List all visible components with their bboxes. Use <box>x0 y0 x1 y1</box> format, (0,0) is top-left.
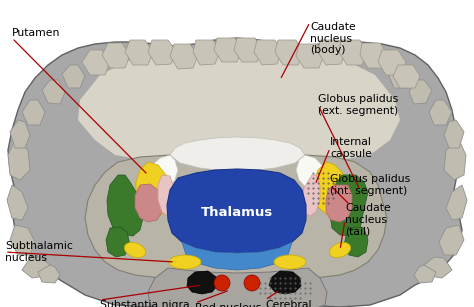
Polygon shape <box>187 271 218 294</box>
Polygon shape <box>414 265 436 283</box>
Text: Red nucleus: Red nucleus <box>195 303 261 307</box>
Text: Globus palidus
(ext. segment): Globus palidus (ext. segment) <box>318 94 398 116</box>
Polygon shape <box>82 50 110 75</box>
Polygon shape <box>378 50 406 75</box>
Polygon shape <box>170 44 198 69</box>
Polygon shape <box>170 137 305 171</box>
Polygon shape <box>107 175 143 236</box>
Polygon shape <box>148 155 178 190</box>
Polygon shape <box>444 140 466 180</box>
Polygon shape <box>330 175 368 236</box>
Polygon shape <box>389 65 412 88</box>
Polygon shape <box>135 184 162 222</box>
Polygon shape <box>314 162 348 216</box>
Polygon shape <box>85 152 387 283</box>
Polygon shape <box>269 271 301 294</box>
Polygon shape <box>148 40 176 65</box>
Polygon shape <box>193 40 220 65</box>
Polygon shape <box>22 100 45 125</box>
Polygon shape <box>302 175 320 216</box>
Polygon shape <box>167 169 306 253</box>
Polygon shape <box>429 100 452 125</box>
Text: Internal
capsule: Internal capsule <box>330 137 372 159</box>
Polygon shape <box>22 257 50 278</box>
Polygon shape <box>326 185 352 222</box>
Polygon shape <box>136 162 170 216</box>
Polygon shape <box>148 268 327 307</box>
Polygon shape <box>275 40 303 65</box>
Polygon shape <box>296 44 324 68</box>
Polygon shape <box>125 40 153 65</box>
Polygon shape <box>446 185 467 220</box>
Polygon shape <box>10 120 30 148</box>
Polygon shape <box>360 43 388 68</box>
Text: Subthalamic
nucleus: Subthalamic nucleus <box>5 241 73 263</box>
Polygon shape <box>78 52 400 160</box>
Polygon shape <box>234 38 262 62</box>
Text: Caudate
nucleus
(tail): Caudate nucleus (tail) <box>345 204 391 237</box>
Polygon shape <box>318 40 346 65</box>
Polygon shape <box>42 80 65 104</box>
Ellipse shape <box>274 255 306 269</box>
Polygon shape <box>182 242 292 270</box>
Polygon shape <box>8 38 462 307</box>
Polygon shape <box>444 120 464 148</box>
Polygon shape <box>393 65 420 88</box>
Polygon shape <box>38 265 60 283</box>
Polygon shape <box>158 175 176 216</box>
Ellipse shape <box>214 275 230 291</box>
Polygon shape <box>102 43 130 68</box>
Polygon shape <box>339 40 367 65</box>
Ellipse shape <box>169 255 201 269</box>
Polygon shape <box>254 40 282 65</box>
Text: Caudate
nucleus
(body): Caudate nucleus (body) <box>310 22 356 55</box>
Polygon shape <box>7 185 28 220</box>
Ellipse shape <box>244 275 260 291</box>
Text: Thalamus: Thalamus <box>201 205 273 219</box>
Text: Substantia nigra: Substantia nigra <box>100 300 190 307</box>
Polygon shape <box>424 257 452 278</box>
Polygon shape <box>409 80 432 104</box>
Polygon shape <box>10 225 35 255</box>
Polygon shape <box>8 140 30 180</box>
Text: Globus palidus
(int. segment): Globus palidus (int. segment) <box>330 174 410 196</box>
Polygon shape <box>106 227 130 257</box>
Ellipse shape <box>329 243 351 258</box>
Text: Cerebral
peduncle: Cerebral peduncle <box>265 300 315 307</box>
Polygon shape <box>214 38 242 62</box>
Polygon shape <box>296 155 326 190</box>
Text: Putamen: Putamen <box>12 28 60 38</box>
Polygon shape <box>344 227 368 257</box>
Polygon shape <box>62 65 85 88</box>
Ellipse shape <box>124 243 146 258</box>
Polygon shape <box>439 225 464 255</box>
